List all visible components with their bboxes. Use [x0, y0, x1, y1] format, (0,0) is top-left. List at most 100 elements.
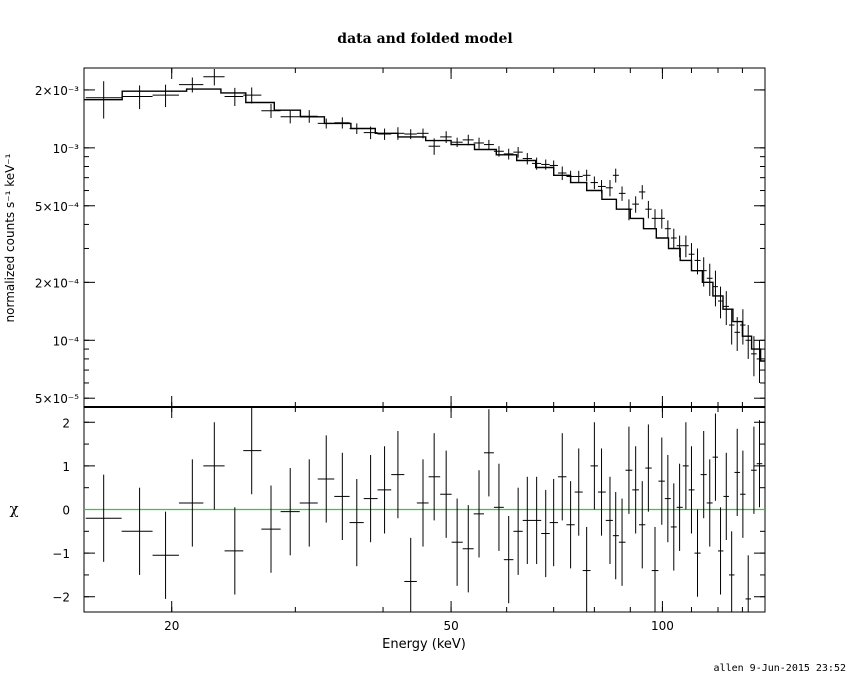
residual-point: [728, 531, 735, 612]
data-point: [513, 147, 523, 158]
data-point: [377, 128, 392, 140]
data-point: [261, 103, 281, 118]
data-point: [700, 257, 707, 287]
bottom-y-tick-label: −2: [52, 591, 70, 605]
data-point: [404, 129, 417, 140]
residual-point: [574, 448, 583, 536]
data-point: [503, 148, 514, 160]
data-point: [317, 118, 335, 129]
data-point: [483, 139, 494, 150]
data-point: [349, 123, 364, 135]
residual-point: [280, 468, 300, 556]
bottom-y-tick-label: 2: [62, 416, 70, 430]
data-point: [670, 228, 677, 249]
data-point: [493, 146, 504, 157]
data-point: [243, 87, 262, 104]
top-y-axis-label: normalized counts s⁻¹ keV⁻¹: [3, 153, 17, 322]
data-point: [280, 110, 300, 124]
x-axis-label: Energy (keV): [382, 637, 466, 652]
bottom-y-tick-label: 0: [62, 504, 70, 518]
data-point: [203, 68, 225, 86]
data-point: [745, 325, 752, 359]
data-point: [728, 309, 735, 345]
residual-point: [377, 446, 392, 534]
data-point: [605, 180, 613, 197]
residual-point: [121, 487, 153, 575]
residual-point: [462, 505, 474, 593]
data-point: [651, 209, 659, 229]
data-point: [428, 138, 441, 155]
data-point: [224, 87, 244, 107]
data-point: [462, 134, 474, 146]
residual-point: [676, 463, 683, 551]
bottom-axis-ticks: −2 −1 0 1 2: [52, 416, 765, 605]
residual-point: [261, 485, 281, 573]
data-point: [632, 196, 639, 213]
residual-point: [756, 420, 763, 508]
data-point: [688, 243, 695, 268]
data-point: [590, 176, 598, 190]
residual-point: [625, 426, 633, 514]
residual-point: [706, 459, 713, 547]
x-axis-ticks: 20 50 100: [164, 68, 766, 633]
residual-point: [299, 459, 318, 547]
data-point: [658, 209, 665, 229]
residual-point: [751, 426, 757, 514]
data-point: [717, 286, 724, 319]
data-point: [557, 166, 567, 181]
residual-point: [734, 428, 741, 517]
data-point: [440, 131, 452, 143]
residual-point: [688, 446, 695, 534]
residual-point: [664, 454, 671, 543]
data-point: [756, 340, 763, 383]
residual-point: [493, 463, 504, 551]
data-point: [334, 117, 350, 129]
residual-point: [549, 478, 558, 567]
footer-stamp: allen 9-Jun-2015 23:52: [713, 663, 846, 674]
residual-point: [700, 430, 707, 519]
data-point: [451, 137, 463, 148]
x-tick-label: 50: [443, 619, 458, 633]
data-point: [751, 336, 757, 377]
data-point: [152, 84, 179, 108]
residual-point: [670, 483, 677, 571]
top-y-tick-label: 10⁻⁴: [53, 334, 80, 348]
residual-point: [317, 435, 335, 523]
residual-point: [632, 446, 639, 534]
data-point: [566, 170, 575, 183]
data-point: [706, 263, 713, 296]
top-y-tick-label: 5×10⁻⁵: [35, 392, 79, 406]
residual-point: [682, 422, 689, 510]
top-axis-ticks: 5×10⁻⁵ 10⁻⁴ 2×10⁻⁴ 5×10⁻⁴ 10⁻³ 2×10⁻³: [35, 84, 765, 406]
residual-point: [645, 424, 652, 512]
bottom-y-axis-label: χ: [9, 500, 18, 518]
residual-point: [224, 507, 244, 595]
data-point: [597, 180, 606, 194]
residual-point: [590, 422, 598, 510]
residual-point: [428, 433, 441, 521]
residual-point: [522, 476, 532, 565]
residual-point: [597, 448, 606, 536]
data-point: [682, 235, 689, 258]
data-point: [541, 159, 550, 170]
data-point: [723, 291, 729, 326]
data-point: [574, 170, 583, 183]
top-y-tick-label: 10⁻³: [53, 142, 80, 156]
data-point: [676, 235, 683, 258]
residual-point: [404, 537, 417, 612]
data-point: [85, 81, 122, 119]
residual-point: [451, 498, 463, 586]
data-point: [625, 199, 633, 221]
residual-point: [483, 409, 494, 497]
residual-point: [717, 507, 724, 595]
residual-point: [440, 450, 452, 538]
data-point: [740, 309, 746, 345]
bottom-y-tick-label: −1: [52, 547, 70, 561]
top-y-tick-label: 2×10⁻⁴: [35, 276, 79, 290]
data-point: [664, 220, 671, 239]
data-point: [712, 270, 718, 307]
chart-title: data and folded model: [337, 31, 512, 47]
residual-point: [178, 459, 204, 547]
data-point: [178, 77, 204, 93]
residual-point: [203, 422, 225, 510]
